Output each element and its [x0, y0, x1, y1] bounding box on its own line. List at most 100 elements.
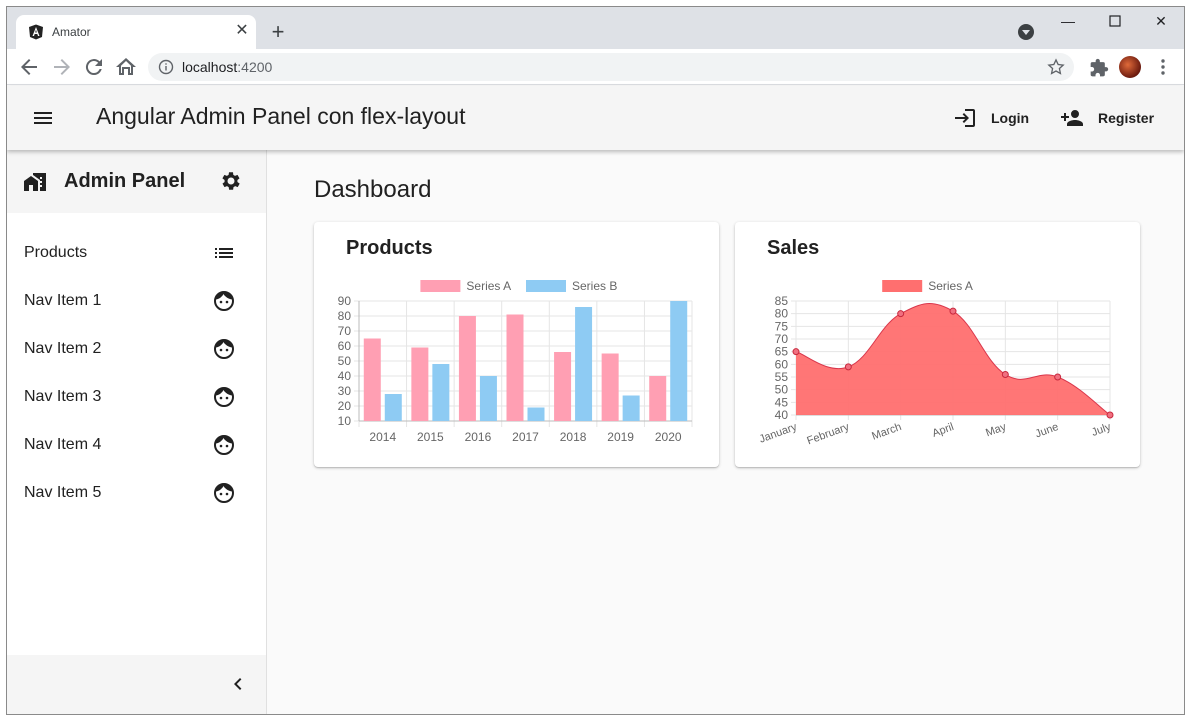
forward-icon[interactable]	[50, 55, 74, 79]
y-tick-label: 20	[338, 399, 352, 413]
close-window-icon[interactable]: ✕	[1155, 13, 1167, 29]
url-text: localhost:4200	[182, 59, 273, 75]
x-tick-label: 2019	[607, 430, 634, 444]
face-icon	[214, 387, 234, 407]
minimize-icon[interactable]: —	[1061, 13, 1075, 29]
browser-tab[interactable]: Amator ✕	[16, 15, 256, 49]
y-tick-label: 75	[775, 319, 789, 333]
back-icon[interactable]	[17, 55, 41, 79]
y-tick-label: 45	[775, 395, 789, 409]
bar	[527, 407, 545, 421]
main-content: Dashboard Products 10 20 30 40 50 60 70 80 90 201…	[268, 150, 1184, 714]
more-vert-icon[interactable]	[1153, 57, 1173, 77]
y-tick-label: 55	[775, 370, 789, 384]
y-tick-label: 30	[338, 384, 352, 398]
tab-strip: Amator ✕ + — ✕	[7, 7, 1184, 49]
y-tick-label: 50	[338, 354, 352, 368]
bookmark-star-icon[interactable]	[1046, 57, 1066, 77]
login-button[interactable]: Login	[953, 102, 1029, 134]
tab-title: Amator	[52, 25, 91, 39]
page-title: Dashboard	[314, 176, 432, 203]
legend-swatch	[882, 280, 923, 292]
data-point	[1106, 411, 1114, 419]
x-tick-label: March	[870, 421, 903, 443]
legend-swatch	[526, 280, 566, 292]
login-icon	[955, 109, 975, 127]
x-tick-label: January	[758, 421, 799, 446]
x-tick-label: 2014	[369, 430, 396, 444]
bar	[601, 353, 619, 421]
face-icon	[214, 339, 234, 359]
register-button[interactable]: Register	[1060, 102, 1154, 134]
sales-card: Sales 40 45 50 55 60 65 70 75 80 85 January Februar…	[735, 222, 1140, 467]
sidebar-item-products[interactable]: Products	[7, 229, 266, 277]
data-point	[1001, 370, 1009, 378]
y-tick-label: 50	[775, 383, 789, 397]
reload-icon[interactable]	[82, 55, 106, 79]
products-card-title: Products	[346, 237, 433, 259]
sidebar-item-nav-4[interactable]: Nav Item 4	[7, 421, 266, 469]
legend-swatch	[420, 280, 461, 292]
maximize-icon[interactable]	[1100, 11, 1130, 31]
bar	[479, 376, 497, 421]
y-tick-label: 80	[775, 307, 789, 321]
bar	[411, 347, 429, 421]
sidebar-item-label: Nav Item 2	[24, 340, 102, 357]
tab-search-icon[interactable]	[1018, 24, 1034, 40]
extensions-icon[interactable]	[1089, 58, 1109, 78]
gear-icon[interactable]	[219, 169, 243, 193]
profile-avatar[interactable]	[1119, 56, 1141, 78]
bar	[363, 338, 381, 421]
person-add-icon	[1061, 110, 1083, 126]
data-point	[844, 363, 852, 371]
home-icon[interactable]	[114, 55, 138, 79]
bar	[575, 307, 593, 421]
bar	[432, 364, 450, 421]
legend-label: Series B	[572, 279, 617, 293]
browser-toolbar: localhost:4200	[7, 49, 1184, 85]
data-point	[949, 307, 957, 315]
x-tick-label: 2015	[417, 430, 444, 444]
data-point	[792, 348, 800, 356]
sidenav-header: Admin Panel	[7, 150, 266, 213]
sidenav: Admin Panel Products Nav Item 1 Nav Item…	[7, 150, 267, 714]
y-tick-label: 70	[338, 324, 352, 338]
sidebar-item-nav-5[interactable]: Nav Item 5	[7, 469, 266, 517]
sidebar-item-nav-1[interactable]: Nav Item 1	[7, 277, 266, 325]
info-icon[interactable]	[158, 59, 174, 75]
menu-icon[interactable]	[31, 106, 55, 130]
data-point	[897, 310, 905, 318]
new-tab-icon[interactable]: +	[271, 19, 285, 44]
address-bar[interactable]: localhost:4200	[148, 53, 1074, 81]
sidebar-item-label: Nav Item 3	[24, 388, 102, 405]
list-icon	[215, 248, 233, 258]
x-tick-label: 2017	[512, 430, 539, 444]
face-icon	[214, 435, 234, 455]
x-tick-label: June	[1034, 421, 1061, 440]
y-tick-label: 40	[338, 369, 352, 383]
y-tick-label: 65	[775, 345, 789, 359]
y-tick-label: 60	[775, 357, 789, 371]
y-tick-label: 80	[338, 309, 352, 323]
x-tick-label: April	[931, 421, 956, 440]
data-point	[1054, 373, 1062, 381]
app-toolbar: Angular Admin Panel con flex-layout Logi…	[7, 86, 1184, 150]
y-tick-label: 70	[775, 332, 789, 346]
bar	[554, 352, 572, 421]
x-tick-label: May	[984, 421, 1008, 440]
chevron-left-icon[interactable]	[226, 672, 250, 696]
sidebar-item-nav-3[interactable]: Nav Item 3	[7, 373, 266, 421]
sidebar-item-label: Nav Item 4	[24, 436, 102, 453]
app-title: Angular Admin Panel con flex-layout	[96, 103, 466, 129]
face-icon	[214, 291, 234, 311]
sidebar-item-label: Nav Item 5	[24, 484, 102, 501]
sidebar-item-nav-2[interactable]: Nav Item 2	[7, 325, 266, 373]
sidebar-item-label: Nav Item 1	[24, 292, 102, 309]
close-tab-icon[interactable]: ✕	[235, 22, 249, 39]
x-tick-label: 2016	[465, 430, 492, 444]
bar	[622, 395, 640, 421]
login-label: Login	[991, 110, 1030, 126]
bar	[506, 314, 524, 421]
y-tick-label: 10	[338, 414, 352, 428]
